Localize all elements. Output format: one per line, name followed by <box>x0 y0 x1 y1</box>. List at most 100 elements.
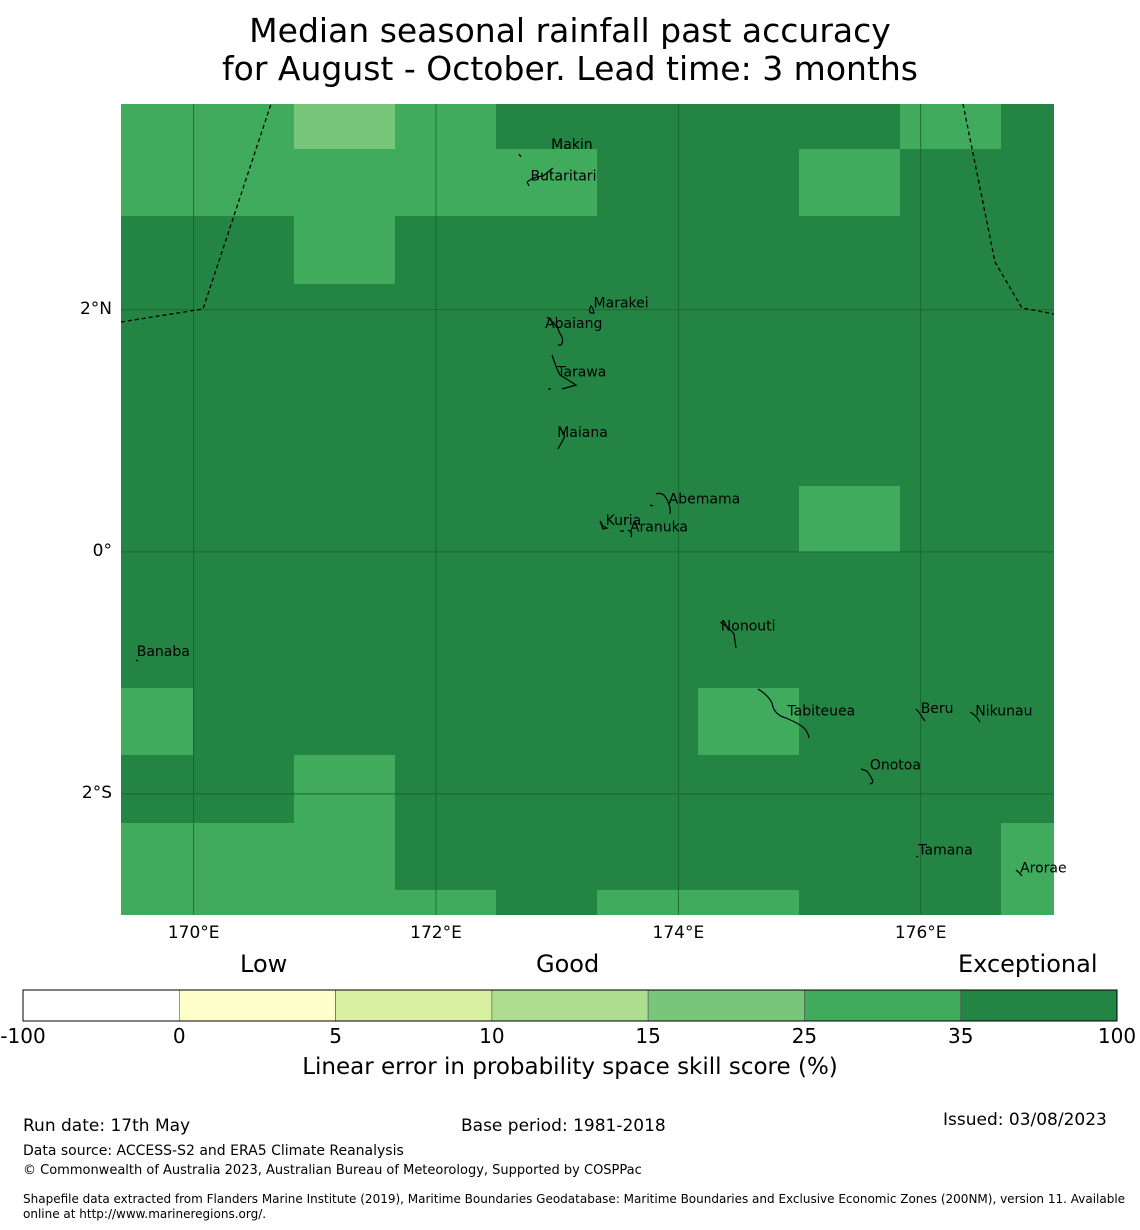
place-label: Nonouti <box>721 619 776 635</box>
place-label: Beru <box>921 701 954 717</box>
skill-cell <box>395 486 496 552</box>
skill-cell <box>698 890 799 915</box>
island-aranuka <box>620 529 633 538</box>
colorbar-segment <box>647 989 805 1022</box>
colorbar <box>22 989 1118 1022</box>
island-outlines <box>135 153 1023 877</box>
skill-cell <box>698 486 799 552</box>
skill-cell <box>294 284 395 351</box>
skill-cell <box>900 149 1001 216</box>
skill-cell <box>900 620 1001 688</box>
skill-cell <box>597 351 698 418</box>
skill-cell <box>395 284 496 351</box>
skill-cell <box>597 149 698 216</box>
skill-cell <box>294 823 395 890</box>
place-label: Aranuka <box>630 519 688 535</box>
island-maiana <box>557 427 565 450</box>
skill-cell <box>799 688 900 755</box>
skill-cell <box>698 688 799 755</box>
skill-cell <box>1001 351 1054 418</box>
place-label: Banaba <box>137 644 190 660</box>
skill-cell <box>1001 418 1054 486</box>
place-label: Maiana <box>557 425 608 441</box>
map-title: Median seasonal rainfall past accuracy f… <box>0 12 1140 88</box>
skill-cell <box>1001 486 1054 552</box>
skill-cell <box>1001 149 1054 216</box>
skill-cell <box>799 149 900 216</box>
skill-cell <box>193 216 294 284</box>
skill-cell <box>597 104 698 149</box>
skill-cell <box>294 149 395 216</box>
skill-cell <box>294 486 395 552</box>
shapefile-credit-line-1: Shapefile data extracted from Flanders M… <box>23 1192 1126 1206</box>
longitude-tick-label: 176°E <box>894 923 947 943</box>
place-label: Tabiteuea <box>786 703 855 719</box>
skill-cell <box>900 552 1001 620</box>
skill-cell <box>395 890 496 915</box>
skill-cell <box>121 351 193 418</box>
place-label: Onotoa <box>870 758 921 774</box>
skill-cell <box>1001 688 1054 755</box>
skill-cell <box>799 755 900 823</box>
skill-cell <box>597 418 698 486</box>
colorbar-segment <box>178 989 336 1022</box>
skill-cell <box>698 418 799 486</box>
island-nikunau <box>969 711 981 723</box>
skill-cell <box>900 351 1001 418</box>
colorbar-tick-label: 10 <box>479 1024 505 1048</box>
place-label: Makin <box>551 137 593 153</box>
skill-cell <box>121 104 193 149</box>
skill-cell <box>395 552 496 620</box>
skill-cell <box>395 418 496 486</box>
latitude-tick-label: 2°S <box>81 782 112 803</box>
skill-cell <box>193 104 294 149</box>
island-abemama <box>649 492 671 515</box>
skill-cell <box>799 486 900 552</box>
skill-cell <box>193 552 294 620</box>
skill-cell <box>799 552 900 620</box>
skill-cell <box>698 823 799 890</box>
skill-cell <box>900 688 1001 755</box>
eez-boundaries <box>120 103 1055 323</box>
colorbar-tick-label: 0 <box>172 1024 186 1048</box>
skill-cell <box>799 104 900 149</box>
island-onotoa <box>860 768 874 785</box>
skill-cell <box>799 620 900 688</box>
skill-cell <box>900 418 1001 486</box>
skill-cell <box>597 890 698 915</box>
colorbar-tick-label: 25 <box>791 1024 818 1048</box>
skill-cell <box>294 216 395 284</box>
colorbar-tick-label: -100 <box>0 1024 46 1048</box>
skill-cell <box>698 149 799 216</box>
skill-cell <box>1001 216 1054 284</box>
place-label: Abaiang <box>545 316 602 332</box>
skill-cell <box>193 486 294 552</box>
colorbar-segment <box>22 989 180 1022</box>
skill-cell <box>496 552 597 620</box>
place-labels: Makin Butaritari Marakei Abaiang Tarawa Maian… <box>137 137 1067 877</box>
skill-cell <box>496 620 597 688</box>
skill-cell <box>121 284 193 351</box>
skill-cell <box>900 486 1001 552</box>
island-beru <box>915 708 926 722</box>
colorbar-segment <box>960 989 1118 1022</box>
skill-cell <box>496 149 597 216</box>
skill-cell <box>900 104 1001 149</box>
island-tabiteuea <box>757 688 810 739</box>
colorbar-tick-label: 15 <box>635 1024 661 1048</box>
skill-cell <box>294 620 395 688</box>
colorbar-segment <box>335 989 493 1022</box>
skill-cell <box>193 351 294 418</box>
colorbar-axis-label: Linear error in probability space skill … <box>302 1054 838 1080</box>
skill-cell <box>496 351 597 418</box>
skill-cell <box>900 755 1001 823</box>
issued-date: Issued: 03/08/2023 <box>943 1110 1107 1130</box>
skill-cell <box>698 104 799 149</box>
place-label: Butaritari <box>531 168 597 184</box>
run-date: Run date: 17th May <box>23 1116 191 1136</box>
skill-cell <box>193 823 294 890</box>
skill-cell <box>698 620 799 688</box>
island-abaiang <box>546 316 564 346</box>
place-label: Tarawa <box>556 364 606 380</box>
skill-cell <box>900 284 1001 351</box>
